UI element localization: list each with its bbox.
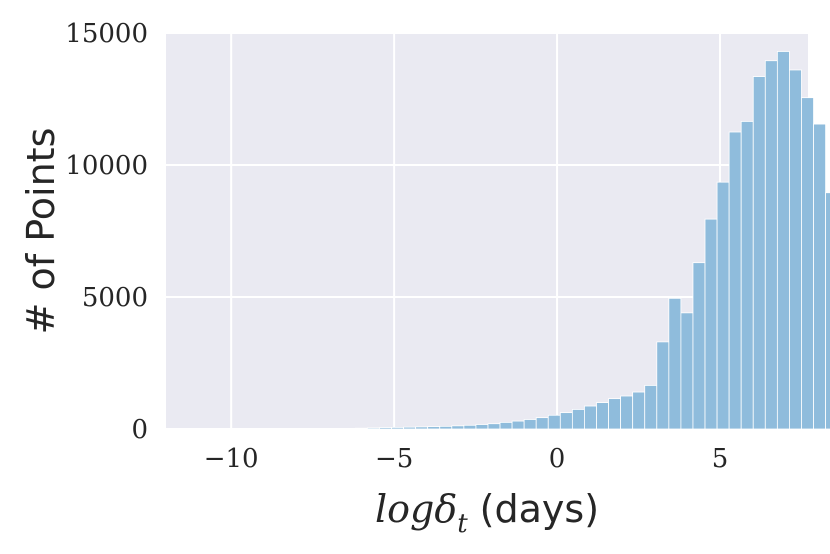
y-tick-label: 0: [131, 415, 148, 445]
histogram-bar: [596, 402, 609, 430]
histogram-bar: [680, 312, 694, 430]
histogram-bar: [668, 297, 682, 430]
histogram-bar: [415, 426, 429, 430]
histogram-bar: [391, 427, 404, 430]
y-tick-label: 10000: [65, 151, 148, 181]
histogram-bar: [764, 60, 778, 430]
y-axis-label: # of Points: [19, 128, 63, 335]
histogram-bar: [547, 414, 561, 430]
histogram-bar: [475, 424, 489, 430]
histogram-bar: [571, 409, 585, 430]
histogram-bar: [789, 69, 802, 430]
histogram-bar: [535, 417, 549, 430]
bars: [318, 51, 830, 430]
x-axis-label-math: logδ: [375, 487, 457, 531]
x-tick-label: 5: [712, 444, 729, 474]
histogram-bar: [656, 341, 670, 430]
histogram-bar: [716, 181, 730, 430]
histogram-bar: [752, 76, 766, 430]
x-tick-label: 0: [549, 444, 566, 474]
histogram-bar: [608, 398, 622, 430]
histogram-bar: [776, 51, 790, 430]
y-tick-labels: 0 5000 10000 15000: [65, 19, 148, 445]
histogram-bar: [463, 424, 477, 430]
histogram-bar: [632, 391, 646, 430]
histogram-bar: [620, 395, 634, 430]
histogram-bar: [801, 97, 814, 430]
histogram-bar: [740, 121, 754, 430]
y-tick-label: 15000: [65, 19, 148, 49]
x-tick-label: −5: [375, 444, 413, 474]
histogram-bar: [439, 425, 453, 430]
histogram-bar: [523, 419, 537, 430]
x-axis-label: logδt (days): [375, 487, 599, 539]
y-tick-label: 5000: [82, 283, 148, 313]
histogram-bar: [511, 420, 525, 430]
histogram-bar: [728, 131, 742, 430]
histogram-bar: [584, 405, 597, 430]
histogram-bar: [487, 423, 501, 430]
histogram-bar: [704, 218, 718, 430]
x-tick-labels: −10 −5 0 5: [204, 444, 729, 474]
histogram-bar: [379, 427, 392, 430]
x-tick-label: −10: [204, 444, 259, 474]
histogram-bar: [692, 262, 706, 430]
histogram-bar: [342, 428, 356, 430]
x-axis-label-unit: (days): [480, 487, 599, 531]
histogram-bar: [813, 123, 826, 430]
histogram-bar: [644, 385, 658, 430]
histogram-bar: [354, 427, 368, 430]
histogram-bar: [825, 192, 830, 430]
x-axis-label-subscript: t: [457, 509, 468, 539]
histogram-bar: [499, 421, 513, 430]
histogram-bar: [366, 427, 380, 430]
histogram-bar: [559, 412, 573, 430]
histogram-bar: [427, 426, 441, 430]
histogram-bar: [403, 426, 417, 430]
histogram-bar: [451, 425, 465, 430]
